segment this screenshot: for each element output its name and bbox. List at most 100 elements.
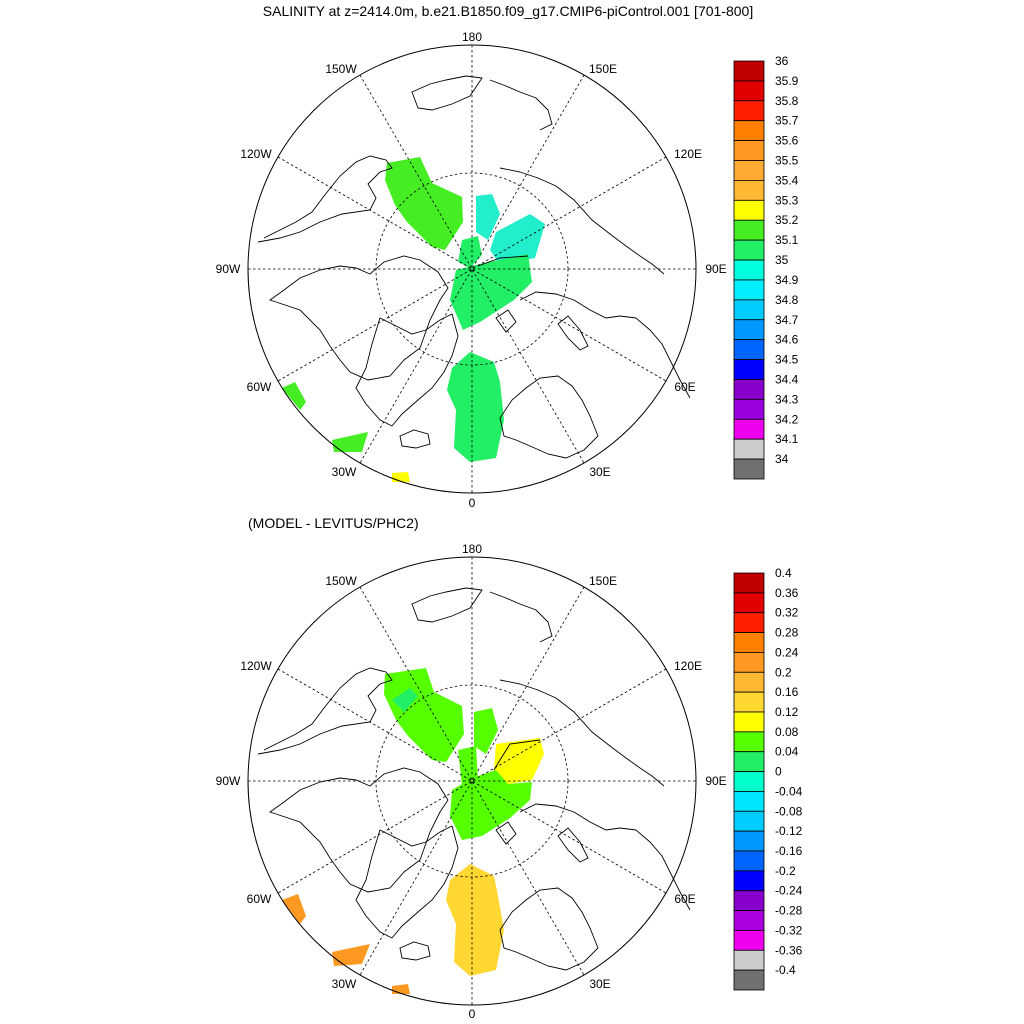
top-colorbar-swatch-17 [733,398,765,420]
top-field-makarov [476,194,500,240]
top-colorbar-label-10: 35 [775,253,789,267]
top-lon-0: 0 [469,496,476,510]
bottom-colorbar-label-4: 0.24 [775,645,799,659]
bottom-colorbar-swatch-11 [733,791,765,812]
top-longitude-labels: 180 150W 150E 120W 120E 90W 90E 60W 60E … [216,30,727,510]
bottom-colorbar-swatch-2 [733,612,765,633]
bottom-colorbar-label-18: -0.32 [775,923,803,937]
top-colorbar-swatch-12 [733,299,765,321]
bottom-colorbar-swatch-7 [733,711,765,733]
top-colorbar-label-19: 34.1 [775,432,799,446]
bottom-colorbar-label-17: -0.28 [775,904,803,918]
top-coast-north-america [257,155,393,243]
top-colorbar-label-20: 34 [775,452,789,466]
bottom-colorbar-swatch-8 [733,731,765,753]
top-field-lomonosov [458,236,482,268]
bottom-field-labrador [282,894,306,924]
bottom-colorbar-swatch-5 [733,671,765,693]
bottom-panel-title: (MODEL - LEVITUS/PHC2) [248,515,419,531]
bottom-colorbar-label-9: 0.04 [775,745,799,759]
bottom-colorbar-swatch-6 [733,691,765,713]
top-lon-90e: 90E [705,262,726,276]
top-colorbar-swatch-13 [733,319,765,341]
top-colorbar-label-12: 34.8 [775,293,799,307]
top-field-canada-basin [385,157,463,250]
top-colorbar-swatch-10 [733,259,765,281]
top-coast-iceland [399,429,431,449]
bottom-colorbar-label-3: 0.28 [775,626,799,640]
bottom-colorbar-label-20: -0.4 [775,963,796,977]
bottom-lon-0: 0 [469,1007,476,1021]
bottom-colorbar-swatch-17 [733,910,765,931]
bottom-lon-120w: 120W [240,659,272,673]
top-colorbar-label-3: 35.7 [775,114,799,128]
bottom-field-nordic [446,864,504,976]
top-colorbar-label-18: 34.2 [775,412,799,426]
top-lon-30w: 30W [332,465,357,479]
top-field-labrador [282,382,306,410]
top-colorbar-label-5: 35.5 [775,154,799,168]
top-field-fram-nordic [447,352,504,462]
top-colorbar-label-13: 34.7 [775,313,799,327]
top-panel-title: SALINITY at z=2414.0m, b.e21.B1850.f09_g… [263,3,753,19]
top-colorbar-swatch-4 [733,140,765,161]
bottom-colorbar-label-2: 0.32 [775,606,799,620]
top-coast-scandinavia [499,375,599,459]
bottom-colorbar-label-11: -0.04 [775,784,803,798]
bottom-colorbar-label-0: 0.4 [775,566,792,580]
top-lon-60w: 60W [247,380,272,394]
bottom-colorbar-swatch-13 [733,830,765,852]
top-colorbar-swatch-7 [733,199,765,221]
top-coast-eurasia [519,291,691,399]
bottom-map [247,556,697,1006]
top-lon-120e: 120E [674,147,702,161]
top-lon-60e: 60E [674,380,695,394]
top-colorbar-swatch-3 [733,120,765,142]
top-colorbar-label-9: 35.1 [775,233,799,247]
top-colorbar-swatch-2 [733,100,765,122]
bottom-colorbar-swatch-19 [733,949,765,971]
bottom-lon-60e: 60E [674,892,695,906]
top-colorbar-label-0: 36 [775,54,789,68]
bottom-colorbar-label-6: 0.16 [775,685,799,699]
bottom-lon-90w: 90W [216,774,241,788]
bottom-colorbar-swatch-10 [733,771,765,792]
bottom-colorbar-swatch-1 [733,592,765,614]
bottom-colorbar: 0.4 0.36 0.32 0.28 0.24 0.2 0.16 0.12 0.08 0.04 0 -… [733,566,803,991]
bottom-colorbar-swatch-15 [733,870,765,892]
bottom-colorbar-label-15: -0.2 [775,864,796,878]
bottom-lon-150w: 150W [325,574,357,588]
top-coast-chukotka [489,79,553,131]
top-colorbar-label-6: 35.4 [775,173,799,187]
bottom-colorbar-label-7: 0.12 [775,705,799,719]
bottom-field-central [450,770,532,840]
top-colorbar-swatch-9 [733,239,765,261]
bottom-field-lomonosov [474,708,498,754]
bottom-lon-120e: 120E [674,659,702,673]
top-coast-novaya-zemlya [557,315,589,351]
top-colorbar-swatch-5 [733,160,765,181]
bottom-field-canada-basin [384,668,464,762]
bottom-longitude-labels: 180 150W 150E 120W 120E 90W 90E 60W 60E … [216,542,727,1021]
bottom-field-aqua-patch [392,688,418,712]
bottom-colorbar-label-14: -0.16 [775,844,803,858]
top-map-boundary [247,44,697,494]
top-colorbar-label-4: 35.6 [775,134,799,148]
top-colorbar-label-1: 35.9 [775,74,799,88]
bottom-lon-60w: 60W [247,892,272,906]
top-lon-90w: 90W [216,262,241,276]
top-coast-svalbard [495,309,517,333]
top-lon-120w: 120W [240,147,272,161]
bottom-colorbar-label-5: 0.2 [775,665,792,679]
top-colorbar-label-16: 34.4 [775,372,799,386]
top-colorbar-label-8: 35.2 [775,213,799,227]
top-coast-archipelago [269,255,449,381]
bottom-field-south [392,984,410,994]
top-field-irminger [332,432,368,452]
top-colorbar-label-15: 34.5 [775,353,799,367]
top-map [247,44,697,494]
top-colorbar-swatch-20 [733,458,765,480]
top-lon-150w: 150W [325,62,357,76]
top-colorbar: 36 35.9 35.8 35.7 35.6 35.5 35.4 35.3 35.2 35.1 35… [733,54,799,480]
